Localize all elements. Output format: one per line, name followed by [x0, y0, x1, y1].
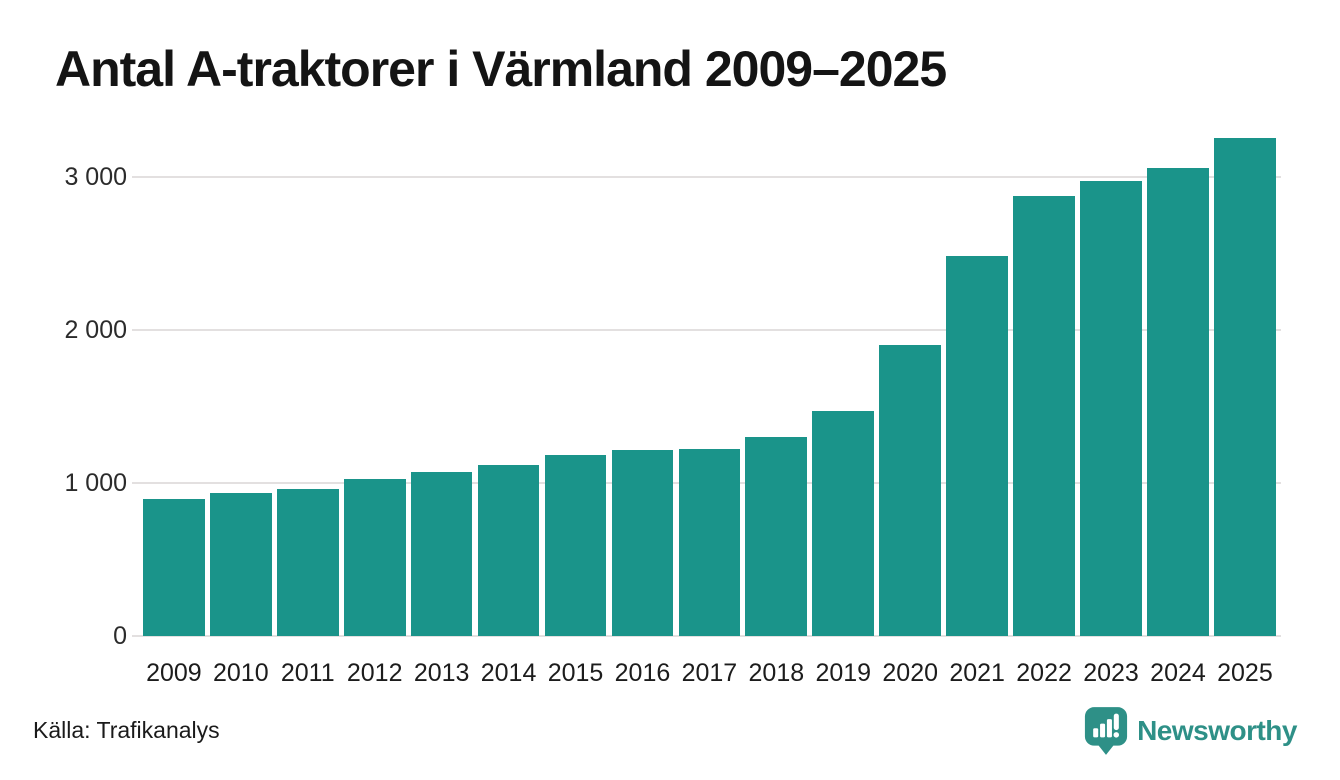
x-axis-tick-label: 2015: [547, 659, 604, 687]
source-note: Källa: Trafikanalys: [33, 717, 220, 743]
bar-2018: [745, 437, 808, 636]
bar-2011: [276, 489, 339, 636]
x-axis-tick-label: 2011: [280, 659, 335, 687]
x-axis-tick-label: 2018: [748, 659, 805, 687]
x-axis-tick-label: 2017: [681, 659, 738, 687]
x-axis-tick-label: 2012: [346, 659, 403, 687]
x-axis-tick-label: 2010: [212, 659, 269, 687]
y-axis-tick-label: 3 000: [64, 163, 127, 191]
x-axis-tick-label: 2014: [480, 659, 537, 687]
y-axis-tick-label: 2 000: [64, 316, 127, 344]
bar-2024: [1147, 167, 1209, 636]
x-axis-tick-label: 2016: [614, 659, 671, 687]
x-axis-tick-label: 2022: [1016, 659, 1072, 687]
bar-2015: [544, 455, 607, 636]
bar-2009: [143, 499, 205, 636]
bar-2020: [879, 344, 942, 636]
newsworthy-logo-text: Newsworthy: [1137, 715, 1297, 746]
newsworthy-logo: Newsworthy: [1084, 706, 1297, 756]
gridline: [132, 635, 1281, 637]
bar-2013: [410, 471, 473, 636]
bar-2019: [812, 411, 875, 636]
bar-2025: [1214, 138, 1276, 636]
x-axis: 2009 2010 2011 2012 2013 2014 2015 2016 2017 2018…: [143, 656, 1281, 690]
gridline: [132, 329, 1281, 331]
page-title: Antal A-traktorer i Värmland 2009–2025: [55, 41, 947, 97]
newsworthy-pin-icon: [1084, 706, 1128, 756]
bar-2016: [611, 450, 674, 636]
bar-2014: [477, 465, 540, 636]
bar-2022: [1013, 196, 1075, 636]
gridline: [132, 176, 1281, 178]
y-axis-tick-label: 1 000: [64, 469, 127, 497]
bar-2017: [678, 449, 741, 636]
bar-2023: [1080, 180, 1142, 636]
x-axis-tick-label: 2025: [1217, 659, 1273, 687]
plot-area: [143, 138, 1281, 636]
bar-2010: [209, 492, 272, 636]
bar-2012: [343, 479, 406, 636]
x-axis-tick-label: 2021: [949, 659, 1005, 687]
bar-2021: [946, 255, 1009, 636]
x-axis-tick-label: 2019: [815, 659, 872, 687]
x-axis-tick-label: 2009: [146, 659, 202, 687]
x-axis-tick-label: 2020: [882, 659, 939, 687]
x-axis-tick-label: 2013: [413, 659, 470, 687]
x-axis-tick-label: 2024: [1150, 659, 1206, 687]
y-axis-tick-label: 0: [113, 622, 127, 650]
x-axis-tick-label: 2023: [1083, 659, 1139, 687]
